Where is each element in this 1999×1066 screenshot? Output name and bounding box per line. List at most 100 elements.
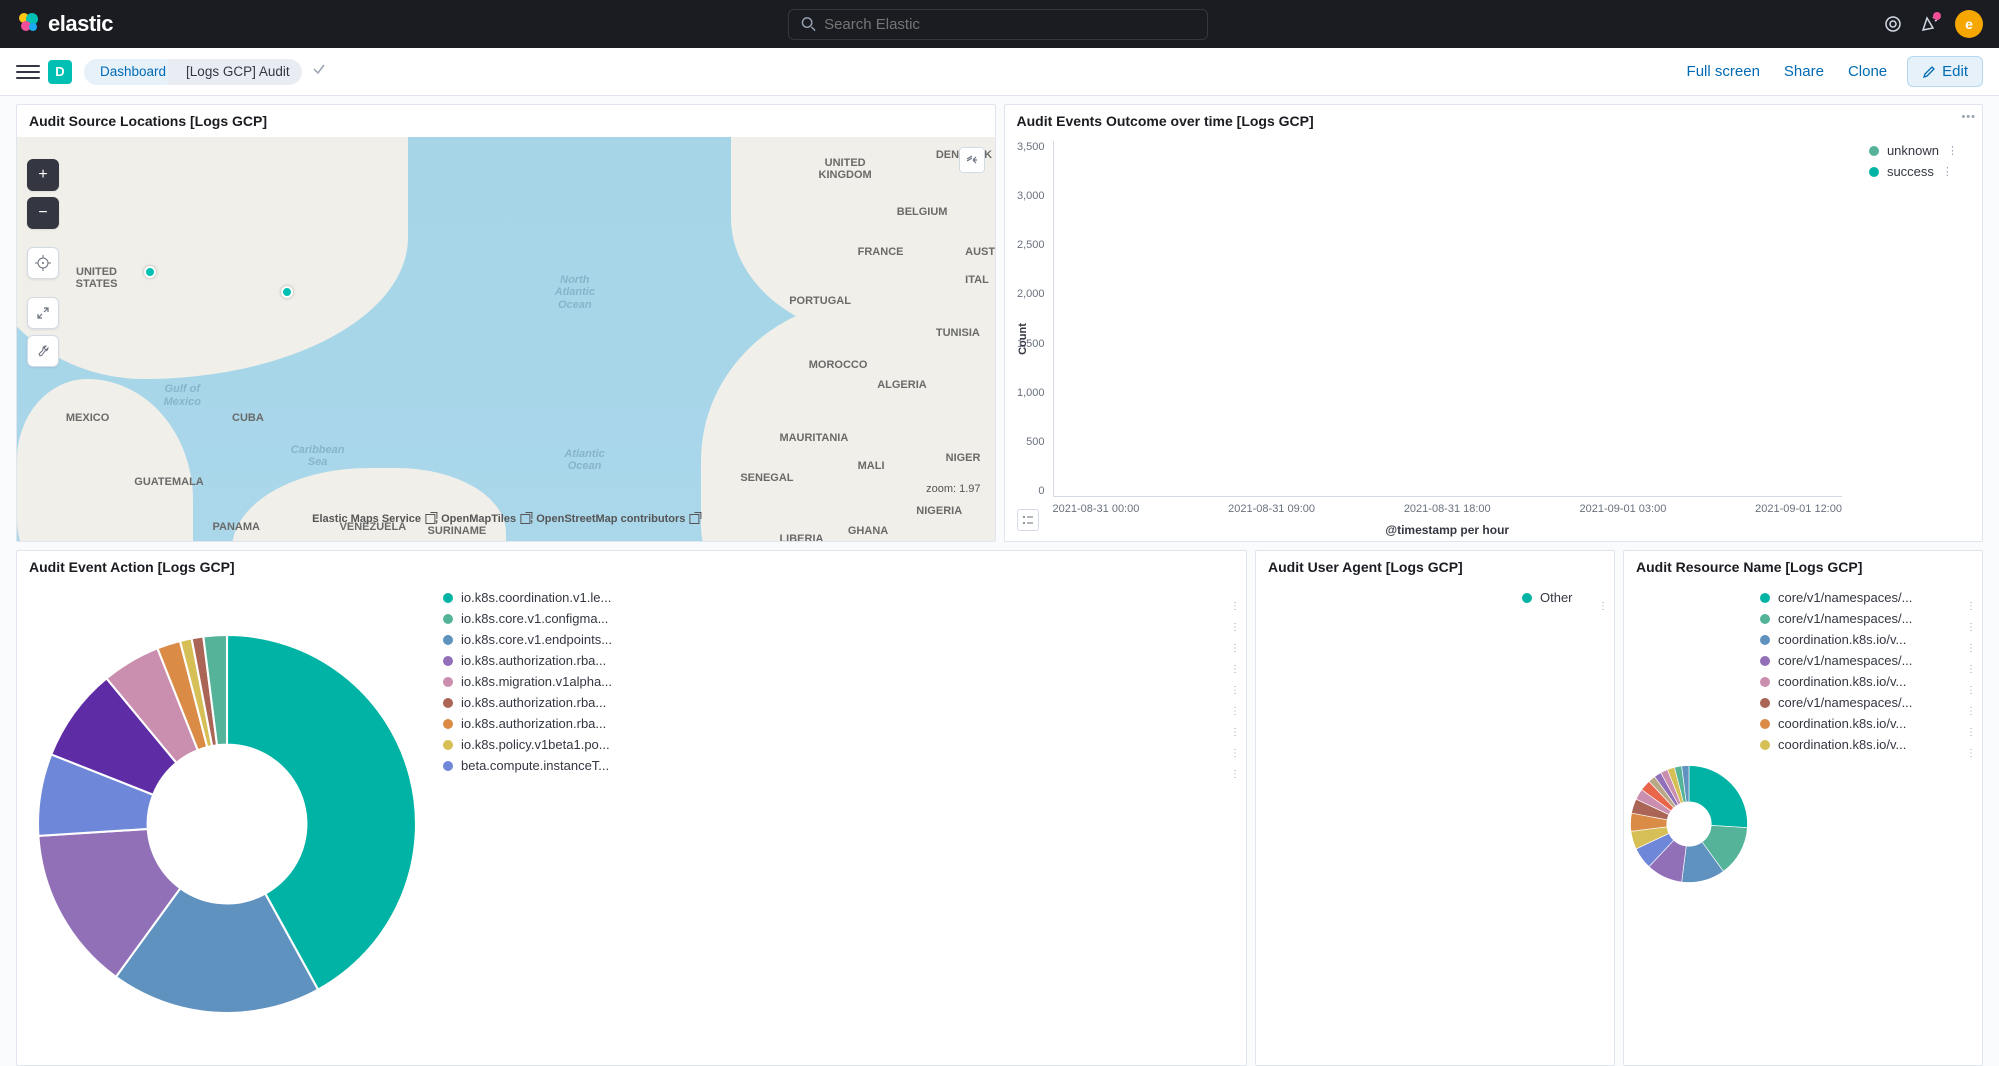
edit-button[interactable]: Edit: [1907, 56, 1983, 87]
chart-legend: Other: [1516, 583, 1614, 1065]
legend-item[interactable]: unknown⋮: [1869, 143, 1958, 158]
map-canvas[interactable]: UNITEDSTATESMEXICOCUBAGUATEMALAPANAMACOL…: [17, 137, 995, 541]
legend-item[interactable]: io.k8s.authorization.rba...: [443, 650, 1224, 671]
legend-item-menu-icon[interactable]: ⋮: [1230, 664, 1240, 675]
legend-item-menu-icon[interactable]: ⋮: [1966, 706, 1976, 717]
map-label: SENEGAL: [740, 472, 793, 484]
legend-item-menu-icon[interactable]: ⋮: [1942, 165, 1953, 178]
legend-item-menu-icon[interactable]: ⋮: [1230, 601, 1240, 612]
map-attribution: Elastic Maps Service, OpenMapTiles, Open…: [312, 513, 699, 525]
map-zoom-label: zoom: 1.97: [926, 483, 980, 495]
panel-resource: Audit Resource Name [Logs GCP] core/v1/n…: [1623, 550, 1983, 1066]
legend-item-menu-icon[interactable]: ⋮: [1230, 685, 1240, 696]
legend-item-menu-icon[interactable]: ⋮: [1966, 748, 1976, 759]
legend-item[interactable]: io.k8s.authorization.rba...: [443, 713, 1224, 734]
x-axis-label: @timestamp per hour: [1053, 523, 1843, 537]
legend-item-menu-icon[interactable]: ⋮: [1966, 643, 1976, 654]
legend-item[interactable]: io.k8s.core.v1.configma...: [443, 608, 1224, 629]
logo[interactable]: elastic: [16, 10, 113, 39]
legend-item[interactable]: core/v1/namespaces/...: [1760, 587, 1960, 608]
map-label: ALGERIA: [877, 379, 927, 391]
legend-item-menu-icon[interactable]: ⋮: [1947, 144, 1958, 157]
fullscreen-button[interactable]: Full screen: [1683, 57, 1764, 86]
legend-item[interactable]: beta.compute.instanceT...: [443, 755, 1224, 776]
clone-button[interactable]: Clone: [1844, 57, 1891, 86]
legend-item[interactable]: coordination.k8s.io/v...: [1760, 734, 1960, 755]
legend-item-menu-icon[interactable]: ⋮: [1230, 706, 1240, 717]
bar-plot[interactable]: [1053, 141, 1843, 497]
expand-button[interactable]: [27, 297, 59, 329]
legend-item-menu-icon[interactable]: ⋮: [1966, 601, 1976, 612]
edit-label: Edit: [1942, 63, 1968, 80]
donut-chart[interactable]: [1256, 583, 1516, 1065]
nav-toggle-icon[interactable]: [16, 60, 40, 84]
zoom-in-button[interactable]: +: [27, 159, 59, 191]
panel-title: Audit Resource Name [Logs GCP]: [1624, 551, 1982, 583]
notification-dot: [1933, 12, 1941, 20]
legend-item-menu-icon[interactable]: ⋮: [1598, 601, 1608, 612]
search-icon: [801, 16, 816, 32]
cheer-icon[interactable]: [1919, 14, 1939, 34]
y-ticks: 3,5003,0002,5002,0001,5001,0005000: [1005, 141, 1049, 497]
map-label: MEXICO: [66, 412, 109, 424]
external-link-icon: [689, 514, 699, 524]
legend-item[interactable]: coordination.k8s.io/v...: [1760, 671, 1960, 692]
map-label: PORTUGAL: [789, 295, 851, 307]
legend-item-menu-icon[interactable]: ⋮: [1230, 622, 1240, 633]
panel-menu-icon[interactable]: •••: [1961, 111, 1976, 123]
legend-item[interactable]: io.k8s.migration.v1alpha...: [443, 671, 1224, 692]
newsfeed-icon[interactable]: [1883, 14, 1903, 34]
legend-item-menu-icon[interactable]: ⋮: [1966, 622, 1976, 633]
legend-item[interactable]: coordination.k8s.io/v...: [1760, 713, 1960, 734]
map-label: Gulf ofMexico: [164, 383, 201, 407]
map-label: BELGIUM: [897, 206, 948, 218]
donut-chart[interactable]: [1624, 583, 1754, 1065]
x-ticks: 2021-08-31 00:002021-08-31 09:002021-08-…: [1053, 503, 1843, 515]
legend-item-menu-icon[interactable]: ⋮: [1966, 685, 1976, 696]
map-label: PANAMA: [213, 521, 260, 533]
app-badge[interactable]: D: [48, 60, 72, 84]
panel-title: Audit User Agent [Logs GCP]: [1256, 551, 1614, 583]
dashboard-grid: Audit Source Locations [Logs GCP] UNITED…: [0, 96, 1999, 1066]
map-label: SURINAME: [428, 525, 487, 537]
legend-item[interactable]: core/v1/namespaces/...: [1760, 608, 1960, 629]
map-label: FRANCE: [858, 246, 904, 258]
locate-button[interactable]: [27, 247, 59, 279]
donut-slice[interactable]: [1689, 766, 1748, 828]
legend-item[interactable]: core/v1/namespaces/...: [1760, 650, 1960, 671]
legend-item[interactable]: io.k8s.core.v1.endpoints...: [443, 629, 1224, 650]
map-label: CUBA: [232, 412, 264, 424]
user-avatar[interactable]: e: [1955, 10, 1983, 38]
map-label: MOROCCO: [809, 359, 868, 371]
legend-item[interactable]: coordination.k8s.io/v...: [1760, 629, 1960, 650]
pencil-icon: [1922, 65, 1936, 79]
search-input[interactable]: [824, 16, 1195, 33]
share-button[interactable]: Share: [1780, 57, 1828, 86]
map-label: NIGER: [946, 452, 981, 464]
legend-item-menu-icon[interactable]: ⋮: [1230, 769, 1240, 780]
brand-text: elastic: [48, 11, 113, 37]
legend-item[interactable]: core/v1/namespaces/...: [1760, 692, 1960, 713]
tools-button[interactable]: [27, 335, 59, 367]
legend-item[interactable]: Other: [1522, 587, 1592, 608]
map-layers-toggle[interactable]: [959, 147, 985, 173]
legend-item-menu-icon[interactable]: ⋮: [1230, 727, 1240, 738]
breadcrumb-dashboard[interactable]: Dashboard: [84, 59, 178, 85]
chart-legend: unknown⋮ success⋮: [1869, 143, 1958, 179]
donut-chart[interactable]: [17, 583, 437, 1065]
legend-toggle-icon[interactable]: [1017, 509, 1039, 531]
legend-item-menu-icon[interactable]: ⋮: [1230, 643, 1240, 654]
legend-item[interactable]: io.k8s.policy.v1beta1.po...: [443, 734, 1224, 755]
map-label: UNITEDKINGDOM: [819, 157, 872, 181]
map-label: LIBERIA: [779, 533, 823, 541]
legend-item[interactable]: io.k8s.coordination.v1.le...: [443, 587, 1224, 608]
global-search[interactable]: [788, 9, 1208, 40]
external-link-icon: [425, 514, 435, 524]
legend-item[interactable]: io.k8s.authorization.rba...: [443, 692, 1224, 713]
legend-item-menu-icon[interactable]: ⋮: [1230, 748, 1240, 759]
legend-item[interactable]: success⋮: [1869, 164, 1958, 179]
legend-item-menu-icon[interactable]: ⋮: [1966, 727, 1976, 738]
zoom-out-button[interactable]: −: [27, 197, 59, 229]
panel-title: Audit Events Outcome over time [Logs GCP…: [1005, 105, 1983, 137]
legend-item-menu-icon[interactable]: ⋮: [1966, 664, 1976, 675]
